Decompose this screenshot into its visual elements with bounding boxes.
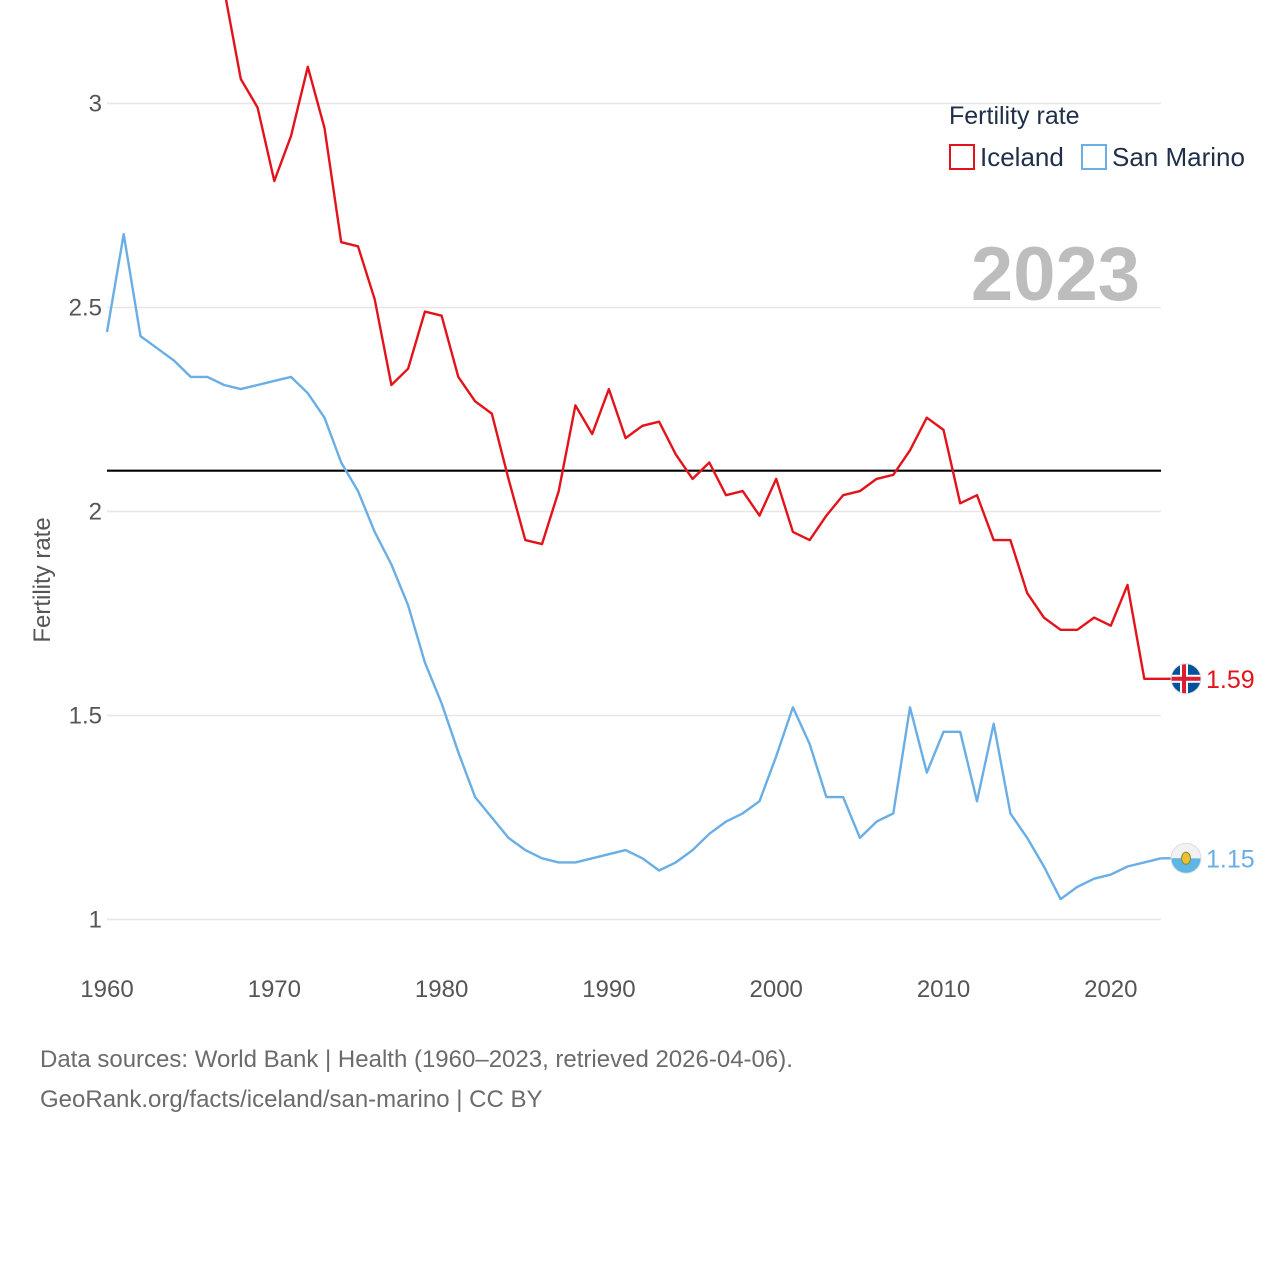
- series-lines: [105, 0, 1162, 901]
- y-axis-ticks: 11.522.533.54: [69, 91, 102, 934]
- end-value-san-marino: 1.15: [1206, 845, 1255, 873]
- y-tick-label: 2.5: [69, 295, 102, 322]
- source-line-2: GeoRank.org/facts/iceland/san-marino | C…: [40, 1086, 543, 1113]
- series-line-san-marino: [105, 232, 1162, 901]
- end-value-iceland: 1.59: [1206, 666, 1255, 694]
- series-line-iceland: [224, 0, 1161, 680]
- chart-area: 11.522.533.54 19601970198019902000201020…: [29, 0, 1255, 1003]
- x-tick-label: 1970: [248, 976, 301, 1003]
- x-tick-label: 2010: [917, 976, 970, 1003]
- y-tick-label: 3: [89, 91, 102, 118]
- x-axis-ticks: 1960 1970 1980 1990 2000 2010 2020: [80, 976, 1137, 1003]
- y-axis-label: Fertility rate: [29, 517, 56, 642]
- legend: Fertility rate Iceland San Marino: [949, 102, 1245, 172]
- source-note: Data sources: World Bank | Health (1960–…: [40, 1040, 793, 1120]
- legend-label-san-marino: San Marino: [1112, 142, 1245, 172]
- legend-item-iceland[interactable]: Iceland: [949, 142, 1064, 172]
- y-tick-label: 1.5: [69, 703, 102, 730]
- grid-lines: [107, 102, 1161, 921]
- year-label: 2023: [971, 232, 1140, 317]
- x-tick-label: 2000: [750, 976, 803, 1003]
- san-marino-flag-icon: [1170, 842, 1202, 874]
- x-tick-label: 1980: [415, 976, 468, 1003]
- iceland-flag-icon: [1170, 663, 1202, 695]
- legend-title: Fertility rate: [949, 102, 1080, 130]
- x-tick-label: 2020: [1084, 976, 1137, 1003]
- x-tick-label: 1960: [80, 976, 133, 1003]
- legend-swatch-iceland: [949, 144, 975, 170]
- y-tick-label: 2: [89, 499, 102, 526]
- end-labels: 1.59 1.15: [1161, 663, 1255, 874]
- legend-swatch-san-marino: [1081, 144, 1107, 170]
- legend-label-iceland: Iceland: [980, 142, 1064, 172]
- x-tick-label: 1990: [582, 976, 635, 1003]
- source-line-1: Data sources: World Bank | Health (1960–…: [40, 1046, 793, 1073]
- y-tick-label: 1: [89, 907, 102, 934]
- legend-item-san-marino[interactable]: San Marino: [1081, 142, 1245, 172]
